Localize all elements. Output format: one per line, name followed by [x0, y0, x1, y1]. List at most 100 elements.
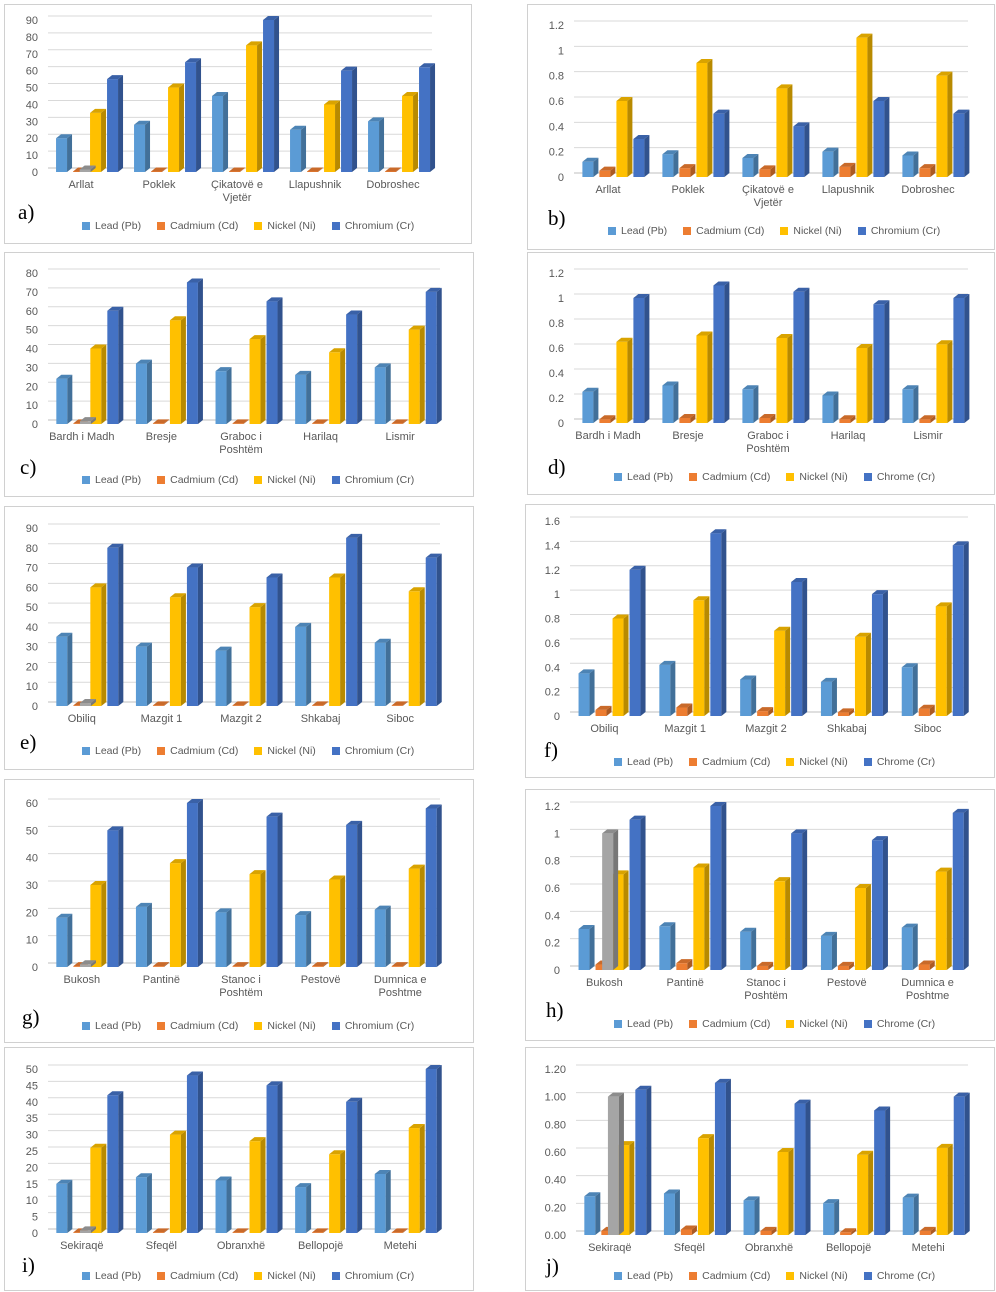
y-tick-label: 0.8: [545, 856, 560, 868]
legend-item: Nickel (Ni): [254, 1020, 316, 1032]
bar-lead: [135, 359, 152, 424]
legend-item: Lead (Pb): [614, 471, 673, 483]
bar-chrome: [871, 590, 888, 716]
y-tick-label: 0.6: [545, 883, 560, 895]
bar-cadmium: [679, 414, 696, 423]
legend-swatch: [689, 473, 698, 481]
bar-cadmium: [152, 962, 169, 967]
bar-extra-gray: [79, 960, 96, 967]
bar-lead: [578, 669, 595, 716]
bar-lead: [659, 922, 676, 970]
y-tick-label: 0.40: [545, 1175, 566, 1187]
bar-nickel: [249, 1137, 266, 1233]
y-tick-label: 70: [26, 287, 38, 299]
x-category-label: Dumnica e: [901, 977, 954, 989]
bar-chrome: [794, 1099, 811, 1235]
legend-item: Cadmium (Cd): [689, 756, 770, 768]
bar-chromium: [346, 310, 363, 424]
bar-cadmium: [152, 1228, 169, 1233]
y-tick-label: 0.2: [549, 147, 564, 159]
y-tick-label: 1.00: [545, 1092, 566, 1104]
legend-swatch: [82, 222, 90, 230]
y-tick-label: 90: [26, 15, 38, 27]
bar-cadmium: [680, 1225, 697, 1235]
x-category-label: Mazgit 1: [664, 723, 706, 735]
legend-item: Chromium (Cr): [857, 225, 940, 237]
legend-item: Lead (Pb): [614, 1018, 673, 1030]
x-category-label: Obiliq: [590, 723, 618, 735]
legend-item: Nickel (Ni): [254, 745, 316, 757]
y-tick-label: 40: [26, 853, 38, 865]
y-tick-label: 0: [32, 419, 38, 431]
legend-item: Lead (Pb): [614, 756, 673, 768]
bar-chromium: [186, 563, 203, 706]
chart-panel-i: 0 5 10 15 20 25 30 35 40 45 50 Sekiraqë Sfeqël Obranx…: [4, 1047, 474, 1291]
x-category-label: Poshtme: [378, 987, 421, 999]
bar-cadmium: [840, 1228, 857, 1235]
y-tick-label: 0.6: [545, 638, 560, 650]
x-category-label: Metehi: [384, 1240, 417, 1252]
legend-swatch: [157, 747, 166, 755]
x-category-label: Mazgit 2: [220, 713, 262, 725]
legend-swatch: [863, 1272, 872, 1280]
bar-lead: [823, 1199, 840, 1235]
x-category-label: Poshtëm: [744, 990, 787, 1002]
y-tick-label: 1: [554, 589, 560, 601]
x-category-label: Bukosh: [586, 977, 623, 989]
legend-label: Lead (Pb): [95, 220, 142, 232]
bar-lead: [56, 632, 73, 706]
legend-label: Lead (Pb): [95, 1020, 142, 1032]
bar-cadmium: [232, 701, 249, 706]
bar-chromium: [107, 543, 124, 706]
bar-nickel: [408, 325, 425, 424]
y-tick-label: 60: [26, 798, 38, 810]
legend-label: Nickel (Ni): [267, 745, 316, 757]
legend-swatch: [614, 473, 622, 481]
legend-item: Chromium (Cr): [331, 220, 414, 232]
panel-label: a): [18, 200, 35, 224]
y-tick-label: 1.6: [545, 516, 560, 528]
y-tick-label: 0.6: [549, 96, 564, 108]
x-category-label: Bellopojë: [298, 1240, 343, 1252]
bar-lead: [134, 120, 151, 172]
bar-nickel: [402, 92, 419, 172]
bar-nickel: [854, 632, 871, 716]
panel-label: i): [22, 1253, 35, 1277]
panel-label: g): [22, 1005, 40, 1029]
y-tick-label: 1: [554, 828, 560, 840]
legend-label: Lead (Pb): [95, 745, 142, 757]
bar-cadmium: [312, 419, 329, 424]
x-category-label: Poshtëm: [219, 444, 262, 456]
x-category-label: Pantinë: [143, 974, 180, 986]
y-tick-label: 0.2: [545, 938, 560, 950]
bar-chrome: [952, 808, 969, 970]
y-tick-label: 0.4: [549, 368, 564, 380]
legend-swatch: [689, 1272, 698, 1280]
legend: Lead (Pb) Cadmium (Cd) Nickel (Ni) Chromium…: [82, 1270, 414, 1282]
bar-chromium: [873, 97, 890, 177]
legend-swatch: [157, 1022, 166, 1030]
y-tick-label: 0.6: [549, 343, 564, 355]
bar-chromium: [185, 58, 202, 172]
y-tick-label: 80: [26, 32, 38, 44]
bar-lead: [135, 1173, 152, 1233]
bar-lead: [659, 660, 676, 716]
y-tick-label: 10: [26, 400, 38, 412]
legend-item: Chromium (Cr): [331, 745, 414, 757]
bar-chrome: [713, 281, 730, 423]
bar-lead: [820, 931, 837, 970]
x-category-label: Obranxhë: [745, 1242, 793, 1254]
x-category-label: Mazgit 1: [141, 713, 183, 725]
bar-extra-gray: [79, 165, 96, 172]
x-category-label: Sfeqël: [674, 1242, 705, 1254]
legend-label: Lead (Pb): [95, 1270, 142, 1282]
bar-nickel: [774, 877, 791, 970]
panel-label: d): [548, 455, 566, 479]
bar-cadmium: [837, 708, 854, 716]
bar-nickel: [857, 1150, 874, 1235]
bar-nickel: [616, 337, 633, 423]
bar-lead: [822, 391, 839, 423]
bar-nickel: [935, 602, 952, 716]
